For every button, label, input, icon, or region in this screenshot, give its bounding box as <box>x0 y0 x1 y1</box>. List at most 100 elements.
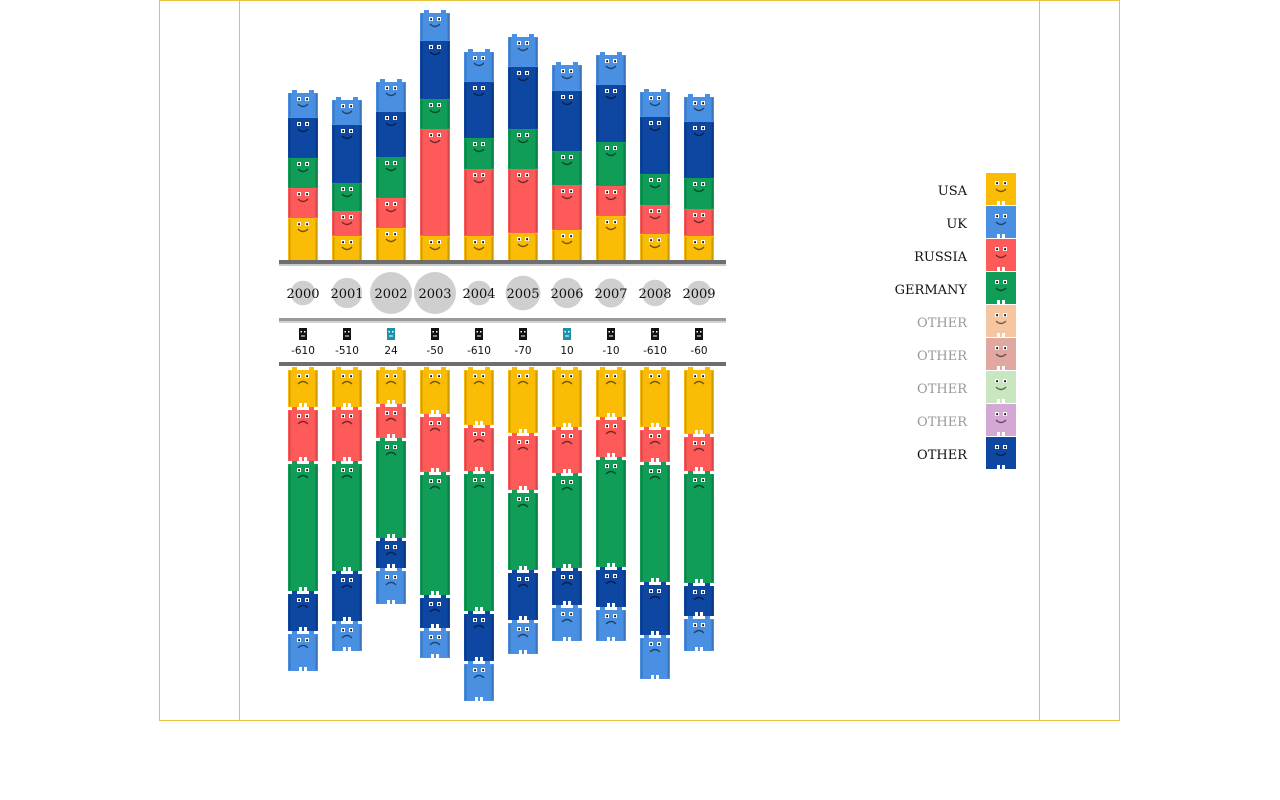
net-value-2000: -610 <box>291 345 315 357</box>
upper-bar-segment-other-2002 <box>376 109 406 157</box>
legend-swatch-russia <box>986 239 1016 271</box>
upper-bar-segment-usa-2000 <box>288 215 318 266</box>
upper-bar-segment-germany-2003 <box>420 96 450 129</box>
legend-swatch-germany <box>986 272 1016 304</box>
upper-bar-segment-uk-2006 <box>552 62 582 91</box>
upper-bar-segment-uk-2001 <box>332 97 362 125</box>
net-icon-2000 <box>299 328 307 340</box>
inner-frame <box>239 0 1040 721</box>
net-value-2002: 24 <box>384 345 398 357</box>
upper-bar-segment-russia-2006 <box>552 182 582 230</box>
lower-bar-segment-russia-2002 <box>376 404 406 438</box>
upper-bars <box>288 10 714 266</box>
year-label-2002: 2002 <box>374 287 407 302</box>
upper-bar-segment-uk-2003 <box>420 10 450 41</box>
upper-bar-segment-germany-2002 <box>376 154 406 198</box>
lower-bar-segment-russia-2004 <box>464 425 494 471</box>
net-icon-2007 <box>607 328 615 340</box>
upper-bar-segment-russia-2008 <box>640 202 670 234</box>
upper-bar-segment-germany-2005 <box>508 126 538 169</box>
lower-bar-segment-other-2005 <box>508 570 538 620</box>
lower-bar-segment-russia-2006 <box>552 427 582 473</box>
upper-bar-segment-other-2005 <box>508 64 538 129</box>
net-value-2001: -510 <box>335 345 359 357</box>
upper-bar-segment-russia-2009 <box>684 206 714 236</box>
year-label-2001: 2001 <box>330 287 363 302</box>
lower-bar-segment-uk-2007 <box>596 607 626 641</box>
legend-swatch-other <box>986 437 1016 469</box>
upper-bar-segment-russia-2003 <box>420 126 450 236</box>
upper-bar-segment-uk-2000 <box>288 90 318 118</box>
year-label-2006: 2006 <box>550 287 583 302</box>
upper-divider <box>279 260 726 264</box>
lower-bar-segment-germany-2009 <box>684 471 714 583</box>
net-icon-2002 <box>387 328 395 340</box>
upper-bar-segment-other-2008 <box>640 114 670 174</box>
upper-bar-segment-usa-2007 <box>596 213 626 266</box>
upper-bar-segment-other-2004 <box>464 79 494 138</box>
upper-bar-segment-uk-2007 <box>596 52 626 85</box>
volume-bubble-2006 <box>551 277 583 309</box>
lower-bar-segment-usa-2009 <box>684 367 714 434</box>
lower-bar-segment-other-2003 <box>420 595 450 628</box>
upper-bar-segment-germany-2007 <box>596 139 626 186</box>
lower-bar-segment-usa-2008 <box>640 367 670 427</box>
upper-divider-shadow <box>279 264 726 266</box>
volume-bubble-2005 <box>505 275 541 311</box>
upper-bar-segment-russia-2000 <box>288 185 318 218</box>
net-value-2005: -70 <box>514 345 531 357</box>
lower-bars <box>288 367 714 701</box>
lower-bar-segment-russia-2009 <box>684 434 714 471</box>
lower-bar-segment-uk-2009 <box>684 616 714 651</box>
lower-divider <box>279 362 726 366</box>
upper-bar-segment-germany-2009 <box>684 175 714 209</box>
net-value-2007: -10 <box>602 345 619 357</box>
legend-label-germany: GERMANY <box>895 283 968 298</box>
legend-label-other_4: OTHER <box>917 415 968 430</box>
lower-bar-segment-germany-2007 <box>596 457 626 567</box>
net-value-2003: -50 <box>426 345 443 357</box>
legend-label-other: OTHER <box>917 448 968 463</box>
lower-bar-segment-russia-2001 <box>332 407 362 461</box>
net-value-2009: -60 <box>690 345 707 357</box>
lower-bar-segment-other-2006 <box>552 568 582 605</box>
lower-bar-segment-other-2007 <box>596 567 626 607</box>
middle-divider <box>279 318 726 321</box>
upper-bar-segment-other-2007 <box>596 82 626 142</box>
upper-bar-segment-uk-2004 <box>464 49 494 82</box>
legend-label-russia: RUSSIA <box>914 250 967 265</box>
upper-bar-segment-other-2006 <box>552 88 582 151</box>
upper-bar-segment-germany-2000 <box>288 155 318 188</box>
lower-bar-segment-usa-2000 <box>288 367 318 407</box>
lower-bar-segment-other-2009 <box>684 583 714 616</box>
lower-bar-segment-usa-2003 <box>420 367 450 414</box>
lower-bar-segment-germany-2004 <box>464 471 494 611</box>
lower-bar-segment-uk-2001 <box>332 621 362 651</box>
lower-bar-segment-uk-2002 <box>376 568 406 604</box>
year-label-2008: 2008 <box>638 287 671 302</box>
lower-bar-segment-russia-2005 <box>508 433 538 490</box>
upper-bar-segment-russia-2005 <box>508 166 538 233</box>
lower-bar-segment-other-2000 <box>288 591 318 631</box>
lower-bar-segment-germany-2001 <box>332 461 362 571</box>
net-value-2004: -610 <box>467 345 491 357</box>
upper-bar-segment-other-2001 <box>332 122 362 183</box>
volume-bubble-2003 <box>414 272 456 314</box>
upper-bar-segment-russia-2001 <box>332 208 362 236</box>
legend-swatch-other_1 <box>986 305 1016 337</box>
legend-swatch-other_4 <box>986 404 1016 436</box>
volume-bubble-2000 <box>290 280 316 306</box>
lower-bar-segment-russia-2008 <box>640 427 670 462</box>
upper-bar-segment-germany-2001 <box>332 180 362 211</box>
lower-bar-segment-uk-2006 <box>552 605 582 641</box>
legend-swatch-other_3 <box>986 371 1016 403</box>
year-label-2004: 2004 <box>462 287 495 302</box>
lower-bar-segment-uk-2004 <box>464 661 494 701</box>
upper-bar-segment-usa-2002 <box>376 225 406 266</box>
upper-bar-segment-germany-2004 <box>464 135 494 169</box>
lower-bar-segment-germany-2003 <box>420 472 450 595</box>
lower-bar-segment-uk-2000 <box>288 631 318 671</box>
lower-bar-segment-other-2001 <box>332 571 362 621</box>
lower-bar-segment-usa-2001 <box>332 367 362 407</box>
